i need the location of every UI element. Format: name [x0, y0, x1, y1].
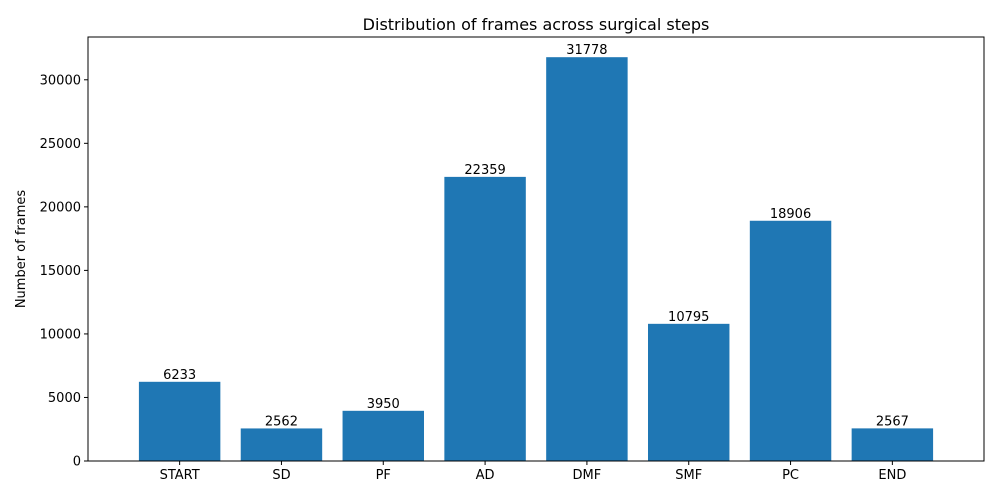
y-tick-label-5000: 5000: [48, 391, 81, 406]
chart-title: Distribution of frames across surgical s…: [363, 15, 710, 34]
x-tick-label-pc: PC: [782, 468, 799, 483]
plot-frame: [87, 36, 985, 462]
data-label-start: 6233: [163, 368, 196, 383]
x-tick-label-pf: PF: [376, 468, 391, 483]
data-label-pf: 3950: [367, 397, 400, 412]
x-tick-label-ad: AD: [476, 468, 495, 483]
y-tick-label-0: 0: [73, 455, 81, 470]
x-tick-label-sd: SD: [272, 468, 290, 483]
data-label-sd: 2562: [265, 414, 298, 429]
x-tick-label-start: START: [160, 468, 200, 483]
bar-pc: [749, 220, 832, 461]
data-label-smf: 10795: [668, 310, 709, 325]
bar-pf: [342, 410, 424, 461]
bar-sd: [240, 428, 323, 461]
x-axis: START SD PF AD DMF SMF PC END: [160, 461, 906, 483]
y-tick-label-15000: 15000: [40, 264, 81, 279]
y-tick-label-30000: 30000: [40, 73, 81, 88]
y-tick-label-20000: 20000: [40, 200, 81, 215]
y-axis-label: Number of frames: [14, 190, 29, 309]
data-label-end: 2567: [876, 414, 909, 429]
bars-layer: [138, 57, 934, 461]
x-tick-label-dmf: DMF: [573, 468, 602, 483]
y-axis: 0 5000 10000 15000 20000 25000 30000: [40, 73, 88, 470]
data-label-pc: 18906: [770, 207, 811, 222]
data-label-dmf: 31778: [566, 43, 607, 58]
bar-ad: [444, 176, 526, 461]
x-tick-label-smf: SMF: [675, 468, 702, 483]
bar-dmf: [546, 57, 628, 461]
x-tick-label-end: END: [878, 468, 906, 483]
data-labels-layer: 6233 2562 3950 22359 31778 10795 18906 2567: [163, 43, 909, 429]
y-tick-label-10000: 10000: [40, 327, 81, 342]
bar-start: [138, 381, 221, 461]
bar-end: [851, 428, 934, 461]
y-tick-label-25000: 25000: [40, 137, 81, 152]
data-label-ad: 22359: [464, 163, 505, 178]
bar-smf: [648, 323, 730, 461]
